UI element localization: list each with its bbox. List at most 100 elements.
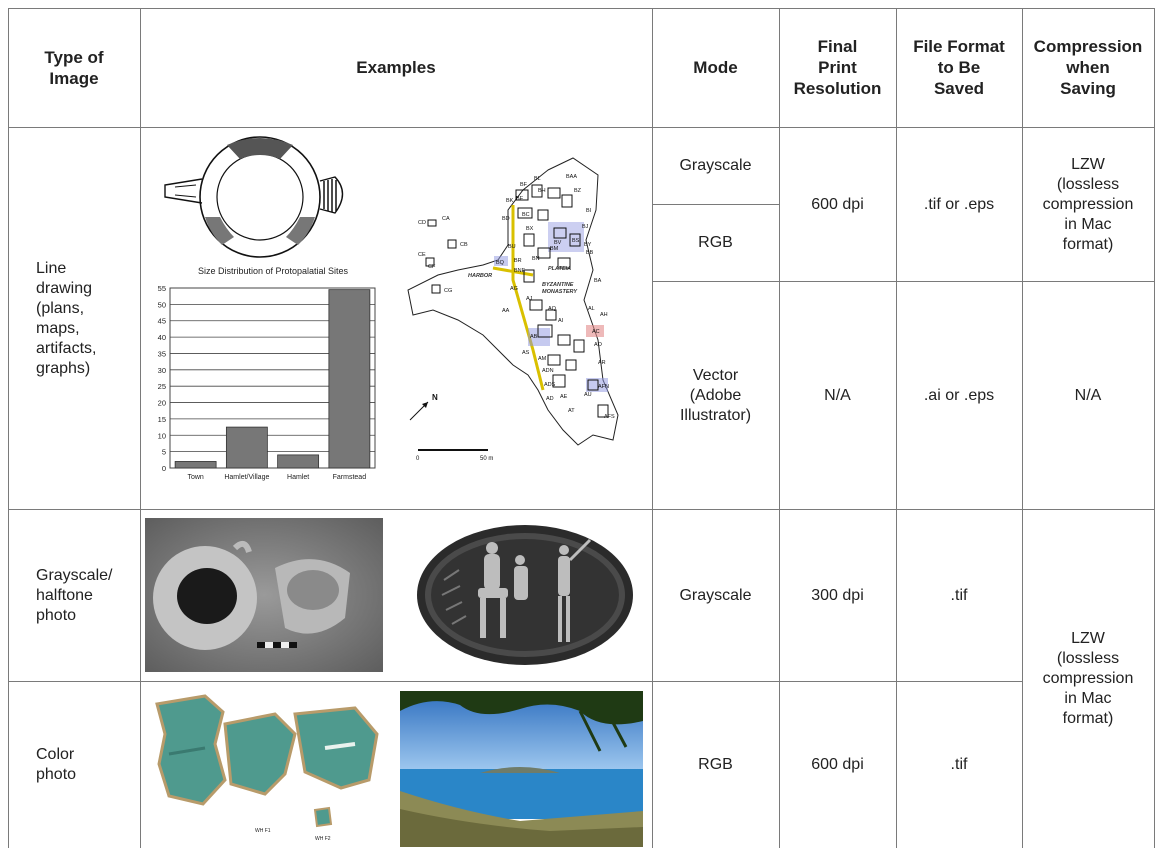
y-tick-label: 35 bbox=[158, 349, 166, 358]
header-examples: Examples bbox=[356, 58, 436, 77]
fresco-photo: WH F1 WH F2 bbox=[145, 684, 385, 846]
y-tick-label: 10 bbox=[158, 431, 166, 440]
x-tick-label: Town bbox=[187, 474, 203, 481]
resolution-color-photo: 600 dpi bbox=[811, 756, 864, 773]
svg-text:AI: AI bbox=[558, 318, 564, 324]
landscape-photo bbox=[400, 691, 643, 847]
svg-text:AU: AU bbox=[584, 392, 592, 398]
svg-text:0: 0 bbox=[416, 456, 420, 462]
mode-color-photo: RGB bbox=[698, 756, 733, 773]
format-color-photo: .tif bbox=[950, 756, 968, 773]
svg-text:AC: AC bbox=[592, 329, 600, 335]
type-line-drawing: Line drawing (plans, maps, artifacts, gr… bbox=[36, 259, 97, 377]
svg-text:BJ: BJ bbox=[582, 224, 589, 230]
y-tick-label: 50 bbox=[158, 300, 166, 309]
svg-text:AQ: AQ bbox=[548, 306, 557, 312]
compression-photos: LZW (lossless compression in Mac format) bbox=[1042, 630, 1134, 727]
y-tick-label: 30 bbox=[158, 366, 166, 375]
y-tick-label: 5 bbox=[162, 448, 166, 457]
bar bbox=[225, 426, 268, 469]
svg-text:AE: AE bbox=[560, 394, 568, 400]
svg-text:AA: AA bbox=[502, 308, 510, 314]
svg-text:BD: BD bbox=[502, 216, 510, 222]
svg-text:AG: AG bbox=[510, 286, 518, 292]
svg-text:PLATEIA: PLATEIA bbox=[548, 266, 571, 272]
grid-line bbox=[8, 681, 1022, 682]
bar bbox=[328, 289, 371, 469]
svg-text:CA: CA bbox=[442, 216, 450, 222]
svg-text:BV: BV bbox=[554, 240, 562, 246]
grid-line bbox=[8, 509, 1154, 510]
seal-ring-photo bbox=[417, 525, 633, 665]
svg-text:BM: BM bbox=[550, 246, 559, 252]
mode-grayscale-photo: Grayscale bbox=[679, 586, 752, 604]
svg-text:BE: BE bbox=[516, 196, 524, 202]
compression-vector: N/A bbox=[1074, 386, 1102, 404]
svg-text:BA: BA bbox=[594, 278, 602, 284]
svg-text:BX: BX bbox=[526, 226, 534, 232]
x-tick-label: Hamlet/Village bbox=[224, 474, 269, 481]
chart-title: Size Distribution of Protopalatial Sites bbox=[198, 266, 349, 276]
svg-text:BI: BI bbox=[586, 208, 592, 214]
header-type: Type of Image bbox=[44, 47, 104, 88]
y-tick-label: 45 bbox=[158, 317, 166, 326]
svg-text:CG: CG bbox=[444, 288, 452, 294]
y-tick-label: 25 bbox=[158, 382, 166, 391]
grid-line bbox=[140, 8, 141, 848]
header-compression: Compression when Saving bbox=[1033, 37, 1143, 98]
compression-raster: LZW (lossless compression in Mac format) bbox=[1042, 155, 1134, 253]
svg-text:50 m: 50 m bbox=[480, 456, 493, 462]
bar bbox=[174, 461, 217, 469]
grid-line bbox=[896, 8, 897, 848]
grid-line bbox=[8, 8, 9, 848]
grid-line bbox=[652, 8, 653, 848]
svg-text:MONASTERY: MONASTERY bbox=[542, 289, 578, 295]
y-tick-label: 15 bbox=[158, 415, 166, 424]
mode-vector: Vector (Adobe Illustrator) bbox=[679, 366, 752, 424]
svg-text:AB: AB bbox=[530, 334, 538, 340]
svg-text:ADN: ADN bbox=[542, 368, 554, 374]
svg-text:BYZANTINE: BYZANTINE bbox=[542, 282, 574, 288]
pottery-drawing bbox=[164, 136, 344, 258]
y-tick-label: 20 bbox=[158, 399, 166, 408]
svg-text:CB: CB bbox=[460, 242, 468, 248]
svg-text:BB: BB bbox=[586, 250, 594, 256]
x-tick-label: Hamlet bbox=[287, 474, 309, 481]
header-mode: Mode bbox=[693, 58, 738, 77]
svg-text:AD: AD bbox=[546, 396, 554, 402]
svg-text:BL: BL bbox=[534, 176, 541, 182]
y-tick-label: 0 bbox=[162, 464, 166, 473]
site-map: BF BL BAA BH BK BE BZ BD BC BI BX BJ BV BU BM BY BS… bbox=[407, 157, 619, 462]
format-vector: .ai or .eps bbox=[923, 386, 995, 404]
grid-line bbox=[8, 127, 1154, 128]
grid-line bbox=[652, 281, 1154, 282]
bar-chart: Size Distribution of Protopalatial Sites… bbox=[158, 266, 376, 481]
x-tick-label: Farmstead bbox=[333, 474, 367, 481]
grid-line bbox=[8, 8, 1154, 9]
svg-text:CD: CD bbox=[418, 220, 426, 226]
grid-line bbox=[652, 204, 779, 205]
svg-text:BZ: BZ bbox=[574, 188, 582, 194]
resolution-grayscale-photo: 300 dpi bbox=[811, 586, 864, 604]
svg-text:BC: BC bbox=[522, 212, 530, 218]
svg-text:AH: AH bbox=[600, 312, 608, 318]
svg-text:BQ: BQ bbox=[496, 260, 505, 266]
svg-text:AS: AS bbox=[522, 350, 530, 356]
svg-text:BR: BR bbox=[514, 258, 522, 264]
svg-text:AT: AT bbox=[568, 408, 575, 414]
svg-text:BF: BF bbox=[520, 182, 528, 188]
format-grayscale-photo: .tif bbox=[950, 586, 968, 604]
svg-text:BN: BN bbox=[532, 256, 540, 262]
type-color-photo: Color photo bbox=[36, 746, 77, 783]
header-format: File Format to Be Saved bbox=[913, 37, 1005, 98]
bar bbox=[277, 454, 320, 469]
svg-text:BS: BS bbox=[572, 238, 580, 244]
svg-text:CF: CF bbox=[428, 264, 436, 270]
grid-line bbox=[779, 8, 780, 848]
grid-line bbox=[1022, 8, 1023, 848]
svg-text:AJ: AJ bbox=[526, 296, 533, 302]
y-tick-label: 55 bbox=[158, 284, 166, 293]
resolution-raster: 600 dpi bbox=[811, 195, 864, 213]
grid-line bbox=[1154, 8, 1155, 848]
svg-text:AM: AM bbox=[538, 356, 547, 362]
